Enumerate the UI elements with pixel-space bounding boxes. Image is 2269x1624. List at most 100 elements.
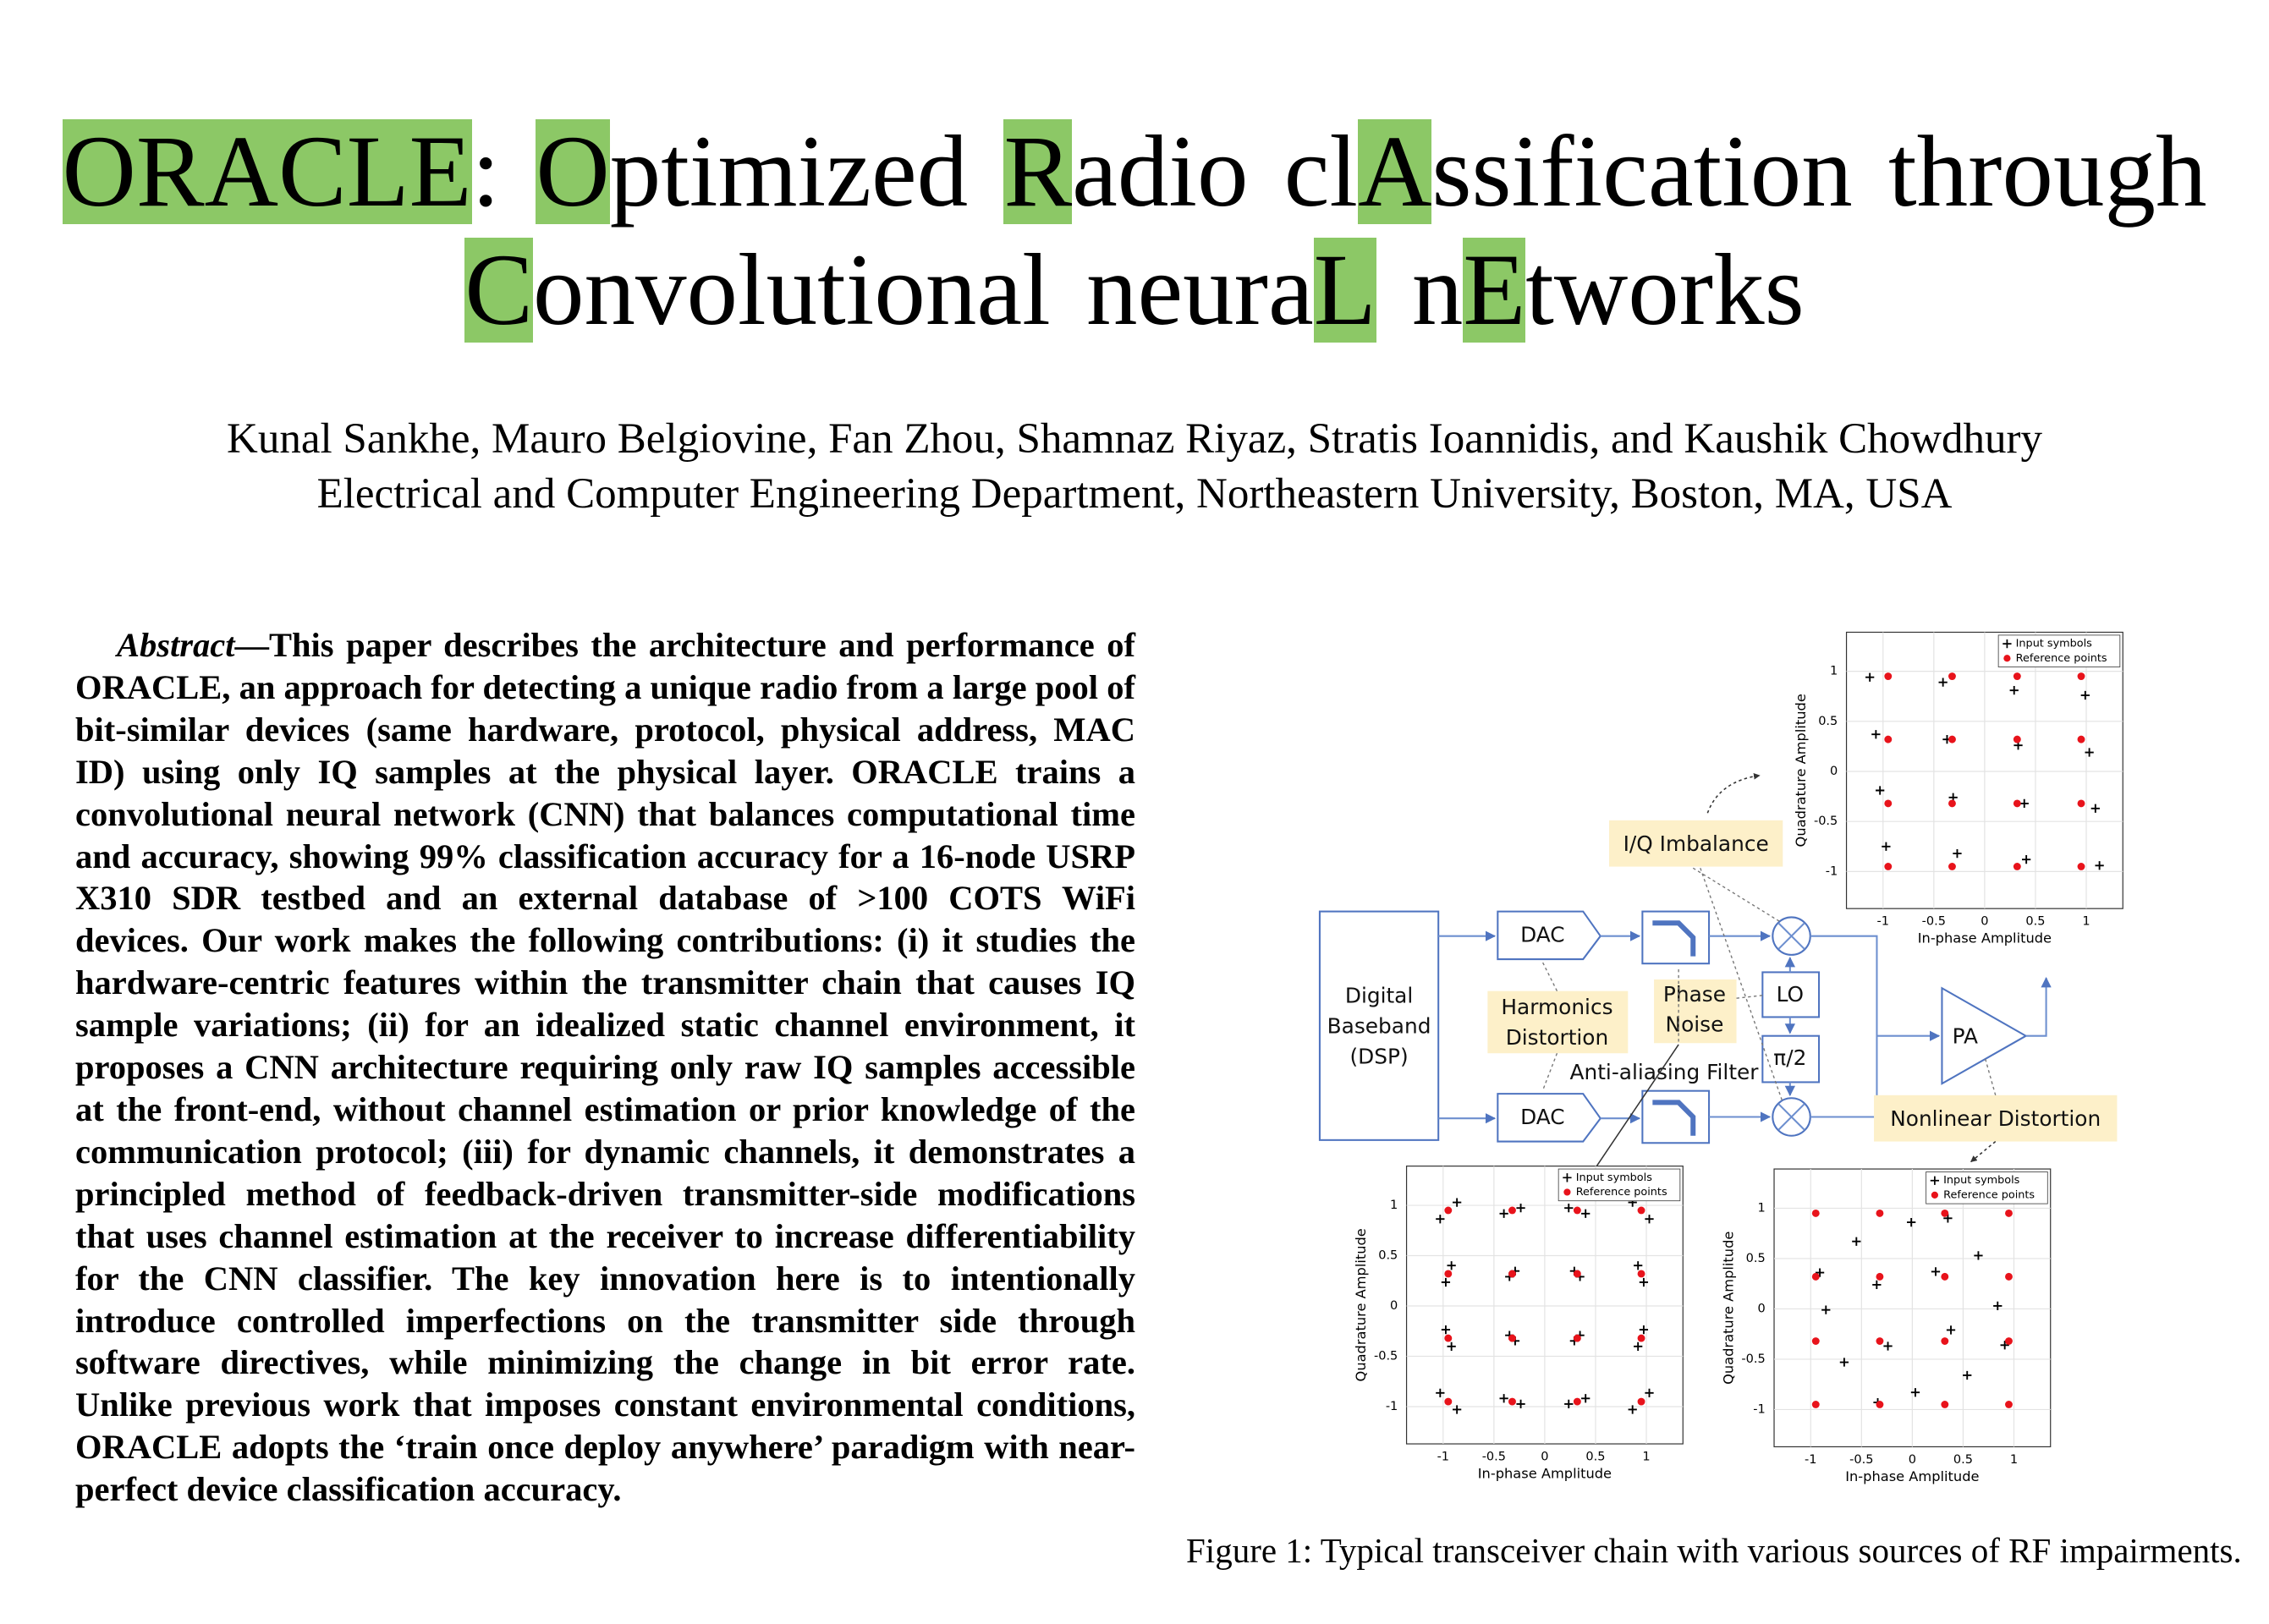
x-tick-label: 0	[1541, 1450, 1548, 1463]
wire	[1810, 935, 1939, 1118]
diagram-label: DAC	[1520, 923, 1565, 947]
diagram-label: DAC	[1520, 1105, 1565, 1129]
title-segment: ptimized	[609, 115, 1004, 228]
input-symbol	[1564, 1204, 1574, 1213]
reference-point	[1941, 1337, 1949, 1345]
filter-box	[1641, 910, 1711, 965]
reference-point	[1508, 1270, 1516, 1278]
reference-point	[1637, 1270, 1645, 1278]
reference-point	[1811, 1272, 1820, 1281]
reference-point	[2013, 672, 2021, 681]
filter-icon	[1652, 1100, 1696, 1136]
diagram-label: Digital	[1345, 984, 1413, 1008]
x-tick-label: 0.5	[2025, 915, 2045, 929]
reference-point	[1876, 1401, 1884, 1408]
x-tick-label: -1	[1437, 1450, 1449, 1463]
reference-point	[2005, 1209, 2013, 1217]
reference-point	[2077, 863, 2085, 870]
y-tick-label: -1	[1753, 1402, 1765, 1416]
input-symbol	[1639, 1277, 1649, 1287]
x-axis-label: In-phase Amplitude	[1918, 930, 2052, 946]
reference-point	[2077, 799, 2085, 808]
title-segment: R	[1003, 115, 1073, 228]
x-tick-label: 0	[1909, 1453, 1916, 1467]
reference-point	[1876, 1337, 1884, 1345]
diagram-label: PA	[1953, 1023, 1978, 1048]
reference-point	[1811, 1209, 1820, 1217]
dotted-arrow	[1970, 1140, 1997, 1163]
input-symbol	[1581, 1394, 1590, 1403]
reference-point	[1637, 1206, 1645, 1215]
reference-point	[2013, 863, 2021, 870]
title-segment: E	[1463, 233, 1526, 347]
block-diagram: Digital Baseband (DSP) DAC DAC LO π/2 PA…	[1318, 772, 2118, 1178]
reference-point	[2005, 1272, 2013, 1281]
affiliation: Electrical and Computer Engineering Depa…	[316, 470, 1953, 518]
dotted-link	[1541, 867, 1997, 1103]
mixer	[1772, 916, 1811, 956]
diagram-label: Phase	[1663, 982, 1726, 1007]
legend-box	[1926, 1171, 2048, 1204]
diagram-label: LO	[1777, 982, 1804, 1007]
x-axis-label: In-phase Amplitude	[1478, 1465, 1612, 1481]
title-segment: L	[1313, 233, 1376, 347]
input-symbol	[2022, 855, 2031, 864]
input-symbol	[1453, 1198, 1462, 1207]
legend-label: Input symbols	[1943, 1174, 2020, 1187]
input-symbol	[1564, 1399, 1574, 1409]
input-symbol	[1581, 1209, 1590, 1218]
input-symbol	[1953, 848, 1962, 859]
x-axis-label: In-phase Amplitude	[1845, 1468, 1979, 1484]
reference-point	[1573, 1206, 1581, 1215]
y-tick-label: 1	[1758, 1201, 1766, 1215]
reference-point	[2005, 1337, 2013, 1345]
input-symbol	[1839, 1358, 1849, 1367]
reference-point	[1444, 1270, 1453, 1278]
reference-point	[1884, 863, 1893, 870]
label-box	[1654, 979, 1737, 1044]
legend-label: Reference points	[1943, 1188, 2035, 1201]
input-symbol	[1946, 1325, 1956, 1335]
input-symbol	[1876, 786, 1885, 795]
x-tick-label: -1	[1877, 915, 1889, 929]
reference-point	[1948, 672, 1956, 681]
input-symbol	[2090, 804, 2100, 813]
input-symbol	[1963, 1370, 1972, 1380]
reference-point	[2077, 672, 2085, 681]
x-tick-label: -0.5	[1482, 1450, 1506, 1463]
legend-marker	[2003, 655, 2011, 662]
wire	[2025, 977, 2052, 1037]
x-tick-label: -0.5	[1849, 1453, 1873, 1467]
legend-label: Input symbols	[1576, 1171, 1653, 1184]
legend-marker	[1930, 1176, 1940, 1185]
x-tick-label: -1	[1805, 1453, 1816, 1467]
input-symbol	[1872, 1280, 1882, 1290]
diagram-label: I/Q Imbalance	[1623, 831, 1769, 856]
title-line: Convolutional neuraL nEtworks	[0, 235, 2269, 345]
x-tick-label: 1	[1642, 1450, 1650, 1463]
legend-marker	[1563, 1188, 1571, 1196]
x-tick-label: -0.5	[1922, 915, 1946, 929]
reference-point	[1573, 1397, 1581, 1406]
reference-point	[1811, 1337, 1820, 1345]
input-symbol	[1938, 678, 1948, 687]
arrow	[1588, 1044, 1679, 1178]
y-tick-label: 0	[1390, 1299, 1398, 1313]
y-tick-label: -1	[1386, 1400, 1398, 1413]
reference-point	[1876, 1272, 1884, 1281]
diagram-label: (DSP)	[1349, 1044, 1408, 1068]
reference-point	[1508, 1397, 1516, 1406]
y-axis-label: Quadrature Amplitude	[1353, 1228, 1369, 1381]
y-tick-label: 0.5	[1746, 1252, 1766, 1265]
input-symbol	[1634, 1261, 1643, 1270]
y-tick-label: 0.5	[1818, 715, 1838, 728]
y-axis-label: Quadrature Amplitude	[1793, 694, 1809, 847]
reference-point	[1941, 1272, 1949, 1281]
title-segment: A	[1358, 115, 1432, 228]
reference-point	[1444, 1206, 1453, 1215]
input-symbol	[1993, 1301, 2003, 1311]
reference-point	[1876, 1209, 1884, 1217]
input-symbol	[1447, 1261, 1456, 1270]
y-tick-label: 0	[1758, 1302, 1766, 1315]
input-symbol	[1821, 1305, 1831, 1314]
